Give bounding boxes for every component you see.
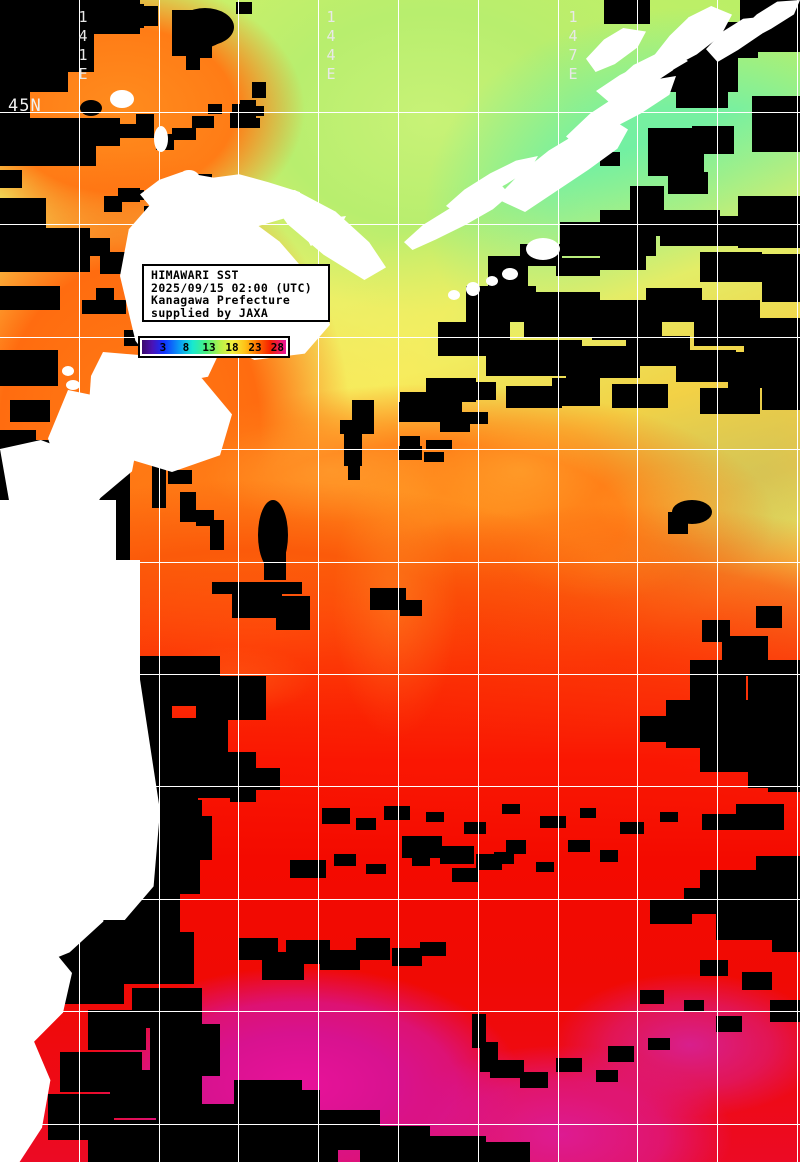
legend-line-region: Kanagawa Prefecture: [151, 293, 291, 308]
colorbar-tick-28: 28: [270, 340, 284, 354]
legend-line-datetime: 2025/09/15 02:00 (UTC): [151, 280, 313, 295]
legend-line-title: HIMAWARI SST: [151, 268, 239, 282]
legend-line-source: supplied by JAXA: [151, 305, 269, 320]
colorbar-tick-8: 8: [182, 340, 190, 354]
longitude-label-141e: 141E: [74, 8, 92, 84]
longitude-label-147e: 147E: [564, 8, 582, 84]
colorbar-tick-18: 18: [225, 340, 239, 354]
temperature-colorbar: 3 8 13 18 23 28: [138, 336, 290, 358]
legend-info-box: HIMAWARI SST 2025/09/15 02:00 (UTC) Kana…: [142, 264, 330, 322]
colorbar-tick-13: 13: [202, 340, 216, 354]
latitude-label-45n: 45N: [8, 96, 42, 116]
longitude-label-144e: 144E: [322, 8, 340, 84]
colorbar-gradient: 3 8 13 18 23 28: [142, 340, 286, 354]
colorbar-tick-3: 3: [159, 340, 167, 354]
colorbar-tick-23: 23: [248, 340, 262, 354]
colorbar-tick-labels: 3 8 13 18 23 28: [142, 340, 286, 354]
